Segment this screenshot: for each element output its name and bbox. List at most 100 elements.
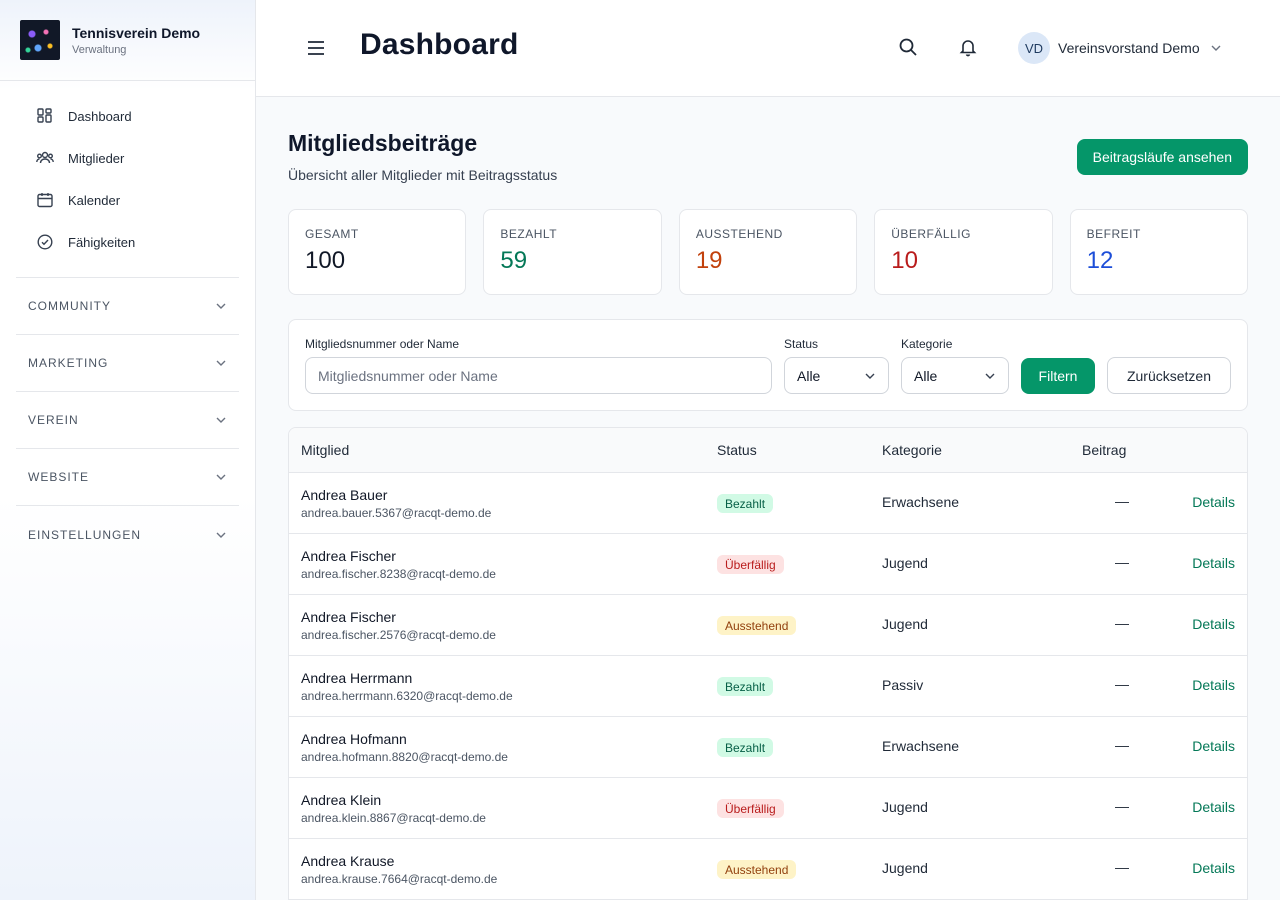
sidebar-item-dashboard[interactable]: Dashboard [16,95,239,137]
nav-group-label: WEBSITE [28,470,90,484]
member-name: Andrea Fischer [301,609,396,625]
check-circle-icon [36,233,54,251]
filter-button[interactable]: Filtern [1021,358,1095,394]
details-link[interactable]: Details [1192,677,1235,693]
member-name: Andrea Hofmann [301,731,407,747]
nav-group-label: VEREIN [28,413,79,427]
member-category: Jugend [882,799,928,815]
member-name: Andrea Fischer [301,548,396,564]
stat-label: GESAMT [305,227,359,241]
chevron-down-icon [216,303,226,309]
details-link[interactable]: Details [1192,555,1235,571]
details-link[interactable]: Details [1192,616,1235,632]
sidebar-item-label: Fähigkeiten [68,234,136,250]
stat-card-paid: BEZAHLT 59 [483,209,662,295]
section-subtitle: Übersicht aller Mitglieder mit Beitragss… [288,167,558,183]
details-link[interactable]: Details [1192,738,1235,754]
details-link[interactable]: Details [1192,494,1235,510]
sidebar-item-label: Kalender [68,192,121,208]
user-name: Vereinsvorstand Demo [1058,40,1200,56]
search-icon[interactable] [898,37,918,57]
club-logo [20,20,60,60]
nav-group-einstellungen[interactable]: EINSTELLUNGEN [16,506,239,563]
table-row: Andrea Fischer andrea.fischer.2576@racqt-… [289,595,1247,656]
chevron-down-icon [865,373,875,379]
section-title: Mitgliedsbeiträge [288,130,478,156]
stat-card-overdue: ÜBERFÄLLIG 10 [874,209,1053,295]
stat-value: 19 [695,247,723,274]
page-title: Dashboard [360,28,519,61]
member-email: andrea.hofmann.8820@racqt-demo.de [301,750,508,764]
member-fee: — [1115,737,1129,753]
nav-group-verein[interactable]: VEREIN [16,392,239,449]
chevron-down-icon [216,474,226,480]
topbar: Dashboard VD Vereinsvorstand Demo [256,0,1280,97]
status-select-value: Alle [797,367,821,384]
nav-group-community[interactable]: COMMUNITY [16,278,239,335]
table-body: Andrea Bauer andrea.bauer.5367@racqt-demo… [289,473,1247,900]
details-link[interactable]: Details [1192,799,1235,815]
member-category: Jugend [882,860,928,876]
status-badge: Bezahlt [717,494,774,513]
nav-group-label: COMMUNITY [28,299,111,313]
divider [16,277,239,278]
reset-button[interactable]: Zurücksetzen [1107,357,1231,394]
column-header-member[interactable]: Mitglied [301,442,350,458]
member-fee: — [1115,615,1129,631]
table-row: Andrea Bauer andrea.bauer.5367@racqt-demo… [289,473,1247,534]
nav-group-label: MARKETING [28,356,109,370]
status-select[interactable]: Alle [784,357,889,394]
nav-group-label: EINSTELLUNGEN [28,527,142,542]
sidebar-item-label: Dashboard [68,108,132,124]
avatar: VD [1018,32,1050,64]
stat-value: 10 [891,247,918,274]
member-category: Passiv [882,677,924,693]
status-badge: Überfällig [717,555,784,574]
member-category: Erwachsene [882,738,960,754]
stat-label: BEZAHLT [500,227,558,241]
status-badge: Ausstehend [717,860,797,879]
member-name: Andrea Klein [301,792,382,808]
column-header-fee[interactable]: Beitrag [1082,442,1127,458]
brand[interactable]: Tennisverein Demo Verwaltung [0,0,255,81]
table-header: Mitglied Status Kategorie Beitrag [289,428,1247,473]
stat-card-total: GESAMT 100 [288,209,467,295]
member-fee: — [1115,493,1129,509]
bell-icon[interactable] [958,37,978,57]
stat-label: BEFREIT [1086,227,1141,241]
users-icon [36,149,54,167]
stat-value: 59 [500,247,528,274]
search-input[interactable] [305,357,772,394]
sidebar-item-mitglieder[interactable]: Mitglieder [16,137,239,179]
sidebar-item-label: Mitglieder [68,150,125,166]
details-link[interactable]: Details [1192,860,1235,876]
sidebar: Tennisverein Demo Verwaltung Dashboard M… [0,0,256,900]
sidebar-item-faehigkeiten[interactable]: Fähigkeiten [16,221,239,263]
sidebar-item-kalender[interactable]: Kalender [16,179,239,221]
category-label: Kategorie [901,337,953,351]
category-select-value: Alle [914,367,938,384]
view-billing-runs-button[interactable]: Beitragsläufe ansehen [1076,139,1248,175]
nav-group-marketing[interactable]: MARKETING [16,335,239,392]
sidebar-nav: Dashboard Mitglieder Kalender Fähigkeite… [0,81,255,563]
table-row: Andrea Hofmann andrea.hofmann.8820@racqt-… [289,717,1247,778]
table-row: Andrea Klein andrea.klein.8867@racqt-demo… [289,778,1247,839]
member-category: Jugend [882,616,928,632]
member-fee: — [1115,798,1129,814]
member-email: andrea.herrmann.6320@racqt-demo.de [301,689,513,703]
menu-icon[interactable] [306,38,326,58]
member-email: andrea.krause.7664@racqt-demo.de [301,872,498,886]
category-select[interactable]: Alle [901,357,1009,394]
brand-subtitle: Verwaltung [72,43,127,56]
chevron-down-icon [216,360,226,366]
table-row: Andrea Herrmann andrea.herrmann.6320@racq… [289,656,1247,717]
nav-group-website[interactable]: WEBSITE [16,449,239,506]
table-row: Andrea Krause andrea.krause.7664@racqt-de… [289,839,1247,900]
member-fee: — [1115,554,1129,570]
column-header-status[interactable]: Status [717,442,757,458]
chevron-down-icon [216,417,226,423]
column-header-category[interactable]: Kategorie [882,442,942,458]
table-row: Andrea Fischer andrea.fischer.8238@racqt-… [289,534,1247,595]
user-menu[interactable]: VD Vereinsvorstand Demo [1018,32,1222,64]
stat-value: 100 [305,247,346,274]
